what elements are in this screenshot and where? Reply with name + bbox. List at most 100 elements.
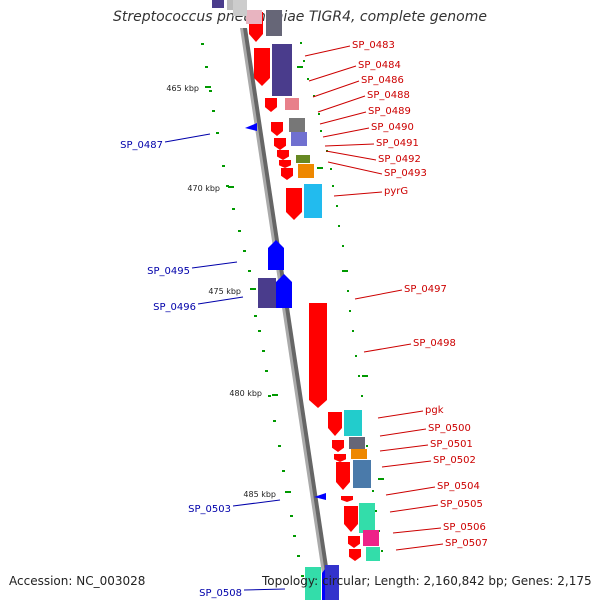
scale-tick [262, 350, 265, 352]
scale-tick [381, 550, 383, 552]
scale-tick-major [228, 186, 234, 188]
scale-tick [336, 205, 338, 207]
scale-tick [318, 113, 320, 115]
gene-feature [291, 132, 307, 146]
label-leader [377, 410, 424, 419]
gene-feature [271, 122, 283, 136]
gene-feature [265, 98, 277, 112]
scale-tick-major [378, 478, 384, 480]
gene-feature [341, 496, 353, 502]
scale-tick [268, 395, 271, 397]
gene-label: pgk [425, 405, 444, 416]
gene-feature [274, 138, 286, 150]
scale-tick [232, 208, 235, 210]
scale-tick-major [205, 86, 211, 88]
gene-label: SP_0484 [358, 60, 401, 71]
scale-tick [361, 395, 363, 397]
gene-feature [266, 10, 282, 36]
gene-feature [281, 168, 293, 180]
label-leader [324, 143, 375, 147]
gene-feature [344, 506, 358, 532]
gene-feature [276, 274, 292, 308]
gene-label: SP_0488 [367, 90, 410, 101]
gene-label: SP_0487 [120, 140, 163, 151]
gene-label: SP_0503 [188, 504, 231, 515]
genome-summary-text: Topology: circular; Length: 2,160,842 bp… [262, 574, 592, 588]
scale-tick [248, 270, 251, 272]
label-leader [333, 191, 383, 197]
scale-tick [243, 250, 246, 252]
label-leader [243, 588, 286, 591]
label-leader [354, 289, 403, 300]
label-leader [379, 444, 429, 452]
label-leader [385, 486, 436, 496]
scale-tick [254, 315, 257, 317]
scale-tick [238, 230, 241, 232]
gene-label: SP_0501 [430, 439, 473, 450]
gene-label: SP_0498 [413, 338, 456, 349]
gene-label: pyrG [384, 186, 408, 197]
gene-label: SP_0495 [147, 266, 190, 277]
gene-label: SP_0497 [404, 284, 447, 295]
label-leader [319, 111, 367, 125]
gene-feature [289, 118, 305, 132]
gene-feature [325, 565, 339, 600]
scale-tick [205, 66, 208, 68]
gene-label: SP_0490 [371, 122, 414, 133]
label-leader [379, 428, 427, 437]
scale-tick-major [272, 394, 278, 396]
gene-feature [277, 150, 289, 160]
gene-label: SP_0506 [443, 522, 486, 533]
scale-tick [313, 95, 315, 97]
gene-feature [254, 48, 270, 86]
gene-feature [348, 536, 360, 548]
scale-tick [349, 310, 351, 312]
gene-label: SP_0483 [352, 40, 395, 51]
gene-label: SP_0500 [428, 423, 471, 434]
label-leader [392, 527, 442, 534]
scale-tick [347, 290, 349, 292]
scale-tick-major [342, 270, 348, 272]
scale-tick [307, 78, 309, 80]
gene-feature [272, 44, 292, 96]
gene-label: SP_0486 [361, 75, 404, 86]
label-leader [395, 543, 444, 551]
gene-feature [334, 454, 346, 462]
gene-feature [212, 0, 224, 8]
gene-feature [286, 188, 302, 220]
scale-tick-major [362, 375, 368, 377]
gene-feature [298, 164, 314, 178]
scale-tick [355, 355, 357, 357]
label-leader [317, 95, 366, 113]
gene-label: SP_0508 [199, 588, 242, 599]
gene-feature [285, 98, 299, 110]
gene-feature [258, 278, 276, 308]
gene-feature [309, 303, 327, 408]
label-leader [327, 161, 383, 175]
gene-label: SP_0492 [378, 154, 421, 165]
gene-feature [314, 493, 326, 500]
scale-tick [273, 420, 276, 422]
gene-label: SP_0491 [376, 138, 419, 149]
label-leaders [164, 45, 444, 591]
gene-label: SP_0505 [440, 499, 483, 510]
gene-feature [245, 123, 257, 131]
scale-label: 480 kbp [229, 389, 262, 398]
label-leader [164, 133, 211, 143]
scale-label: 475 kbp [208, 287, 241, 296]
scale-tick [342, 245, 344, 247]
scale-labels: 465 kbp 470 kbp 475 kbp 480 kbp 485 kbp [166, 84, 276, 499]
scale-tick [303, 60, 305, 62]
scale-tick-major [250, 288, 256, 290]
gene-feature [349, 437, 365, 449]
scale-tick [330, 168, 332, 170]
gene-feature [268, 240, 284, 270]
scale-tick [293, 535, 296, 537]
label-leader [381, 460, 432, 468]
scale-ticks [201, 42, 384, 577]
genome-backbone [240, 28, 333, 600]
scale-tick [320, 130, 322, 132]
gene-label: SP_0489 [368, 106, 411, 117]
scale-tick [338, 225, 340, 227]
